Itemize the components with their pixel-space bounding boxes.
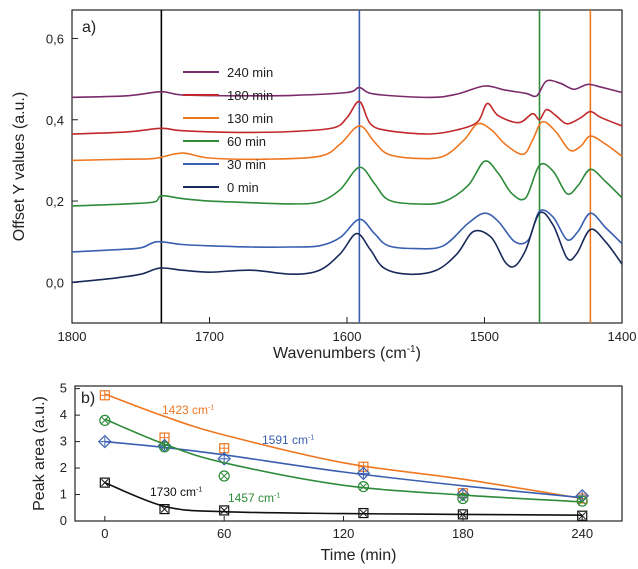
data-point-1591-cm: [217, 451, 232, 466]
data-point-1457-cm: [576, 495, 588, 507]
spectrum-30-min: [71, 209, 623, 253]
marker-cross: [459, 494, 467, 503]
y-tick-label: 0,2: [46, 194, 64, 209]
marker-outline: [97, 434, 112, 449]
marker-outline: [158, 441, 171, 453]
panel-label-b: b): [81, 390, 95, 407]
legend-label-30-min: 30 min: [227, 157, 266, 172]
data-point-1457-cm: [218, 470, 230, 482]
fit-curve-1730-cm: [104, 481, 583, 516]
data-point-1730-cm: [99, 477, 110, 488]
data-point-1730-cm: [219, 505, 230, 516]
marker-cross: [160, 443, 169, 451]
series-label-1457-cm: 1457 cm-1: [228, 491, 280, 505]
marker-outline: [457, 492, 469, 505]
marker-outline: [99, 477, 110, 488]
y-tick-label: 0,0: [46, 275, 64, 290]
marker-cross: [101, 416, 109, 425]
y-tick-label: 0,4: [46, 113, 64, 128]
y-tick-label-2: 2: [60, 460, 67, 475]
y-tick-label-5: 5: [60, 381, 67, 396]
data-point-1457-cm: [457, 492, 469, 505]
marker-outline: [576, 495, 588, 507]
series-label-1730-cm: 1730 cm-1: [150, 485, 202, 499]
marker-outline: [577, 510, 588, 521]
panel-label-a: a): [82, 19, 96, 36]
data-point-1591-cm: [356, 466, 371, 481]
y-tick-label-0: 0: [60, 513, 67, 528]
x-tick-label-1500: 1500: [470, 329, 499, 344]
fit-curve-1423-cm: [104, 393, 583, 500]
legend-label-0-min: 0 min: [227, 180, 259, 195]
data-point-1423-cm: [219, 443, 230, 454]
marker-outline: [457, 509, 468, 520]
series-label-1591-cm: 1591 cm-1: [262, 433, 314, 447]
x-tick-label-1600: 1600: [333, 329, 362, 344]
y-axis-title: Offset Y values (a.u.): [11, 92, 28, 241]
y-tick-label-3: 3: [60, 434, 67, 449]
marker-cross: [101, 478, 109, 487]
x-tick-label-1800: 1800: [58, 329, 87, 344]
marker-cross: [220, 506, 228, 515]
y-axis-title: Peak area (a.u.): [31, 396, 48, 511]
marker-outline: [358, 507, 369, 519]
marker-outline: [218, 470, 230, 482]
x-tick-label-120: 120: [333, 526, 355, 541]
data-point-1730-cm: [457, 509, 468, 520]
y-tick-label-1: 1: [60, 487, 67, 502]
data-point-1591-cm: [97, 434, 112, 449]
data-point-1457-cm: [158, 441, 171, 453]
legend-label-60-min: 60 min: [227, 134, 266, 149]
fit-curve-1457-cm: [104, 418, 583, 503]
x-axis-title: Time (min): [321, 547, 397, 564]
data-point-1730-cm: [159, 503, 170, 515]
spectrum-0-min: [71, 211, 623, 284]
data-point-1457-cm: [357, 480, 370, 493]
marker-cross: [220, 472, 228, 480]
x-tick-label-0: 0: [101, 526, 108, 541]
marker-outline: [356, 466, 371, 481]
marker-cross: [459, 510, 467, 519]
spectrum-180-min: [71, 100, 623, 135]
data-point-1730-cm: [577, 510, 588, 521]
marker-outline: [159, 503, 170, 515]
series-label-1423-cm: 1423 cm-1: [162, 403, 214, 417]
y-tick-label: 0,6: [46, 31, 64, 46]
data-point-1423-cm: [99, 390, 110, 401]
marker-cross: [160, 505, 169, 513]
x-axis-title: Wavenumbers (cm-1): [273, 344, 421, 362]
data-point-1457-cm: [99, 414, 111, 427]
legend-label-240-min: 240 min: [227, 65, 273, 80]
x-tick-label-240: 240: [571, 526, 593, 541]
x-tick-label-180: 180: [452, 526, 474, 541]
x-tick-label-1700: 1700: [195, 329, 224, 344]
panel-b-peak-area: 0 60 120 180 240 0 1 2 3 4 5 Time (min) Peak area (a…: [31, 381, 623, 564]
marker-outline: [357, 480, 370, 493]
y-tick-label-4: 4: [60, 407, 67, 422]
marker-outline: [99, 414, 111, 427]
marker-cross: [359, 509, 368, 517]
marker-cross: [359, 482, 368, 491]
data-point-1423-cm: [159, 432, 170, 443]
spectrum-60-min: [71, 160, 623, 207]
legend-label-130-min: 130 min: [227, 111, 273, 126]
marker-outline: [219, 505, 230, 516]
marker-cross: [578, 497, 586, 505]
x-tick-label-1400: 1400: [608, 329, 637, 344]
panel-a-spectra: 1800 1700 1600 1500 1400 0,0 0,2 0,4 0,6 Wavenumb…: [11, 9, 637, 362]
x-tick-label-60: 60: [217, 526, 231, 541]
legend-label-180-min: 180 min: [227, 88, 273, 103]
marker-outline: [217, 451, 232, 466]
marker-outline: [456, 487, 470, 502]
data-point-1730-cm: [358, 507, 369, 519]
panel-b-frame: [74, 385, 623, 522]
marker-cross: [578, 511, 586, 520]
spectrum-130-min: [71, 120, 623, 162]
